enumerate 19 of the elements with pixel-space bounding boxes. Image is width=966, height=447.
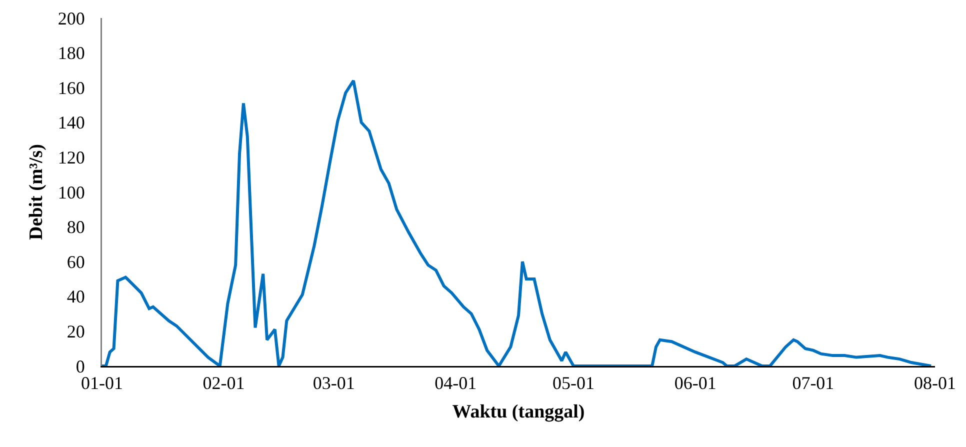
x-tick-label: 04-01 (434, 373, 477, 394)
y-tick-label: 60 (66, 252, 85, 272)
x-tick-label: 08-01 (914, 373, 956, 394)
y-tick-label: 40 (66, 286, 85, 307)
y-tick-label: 140 (58, 112, 85, 133)
y-tick-label: 180 (58, 43, 85, 64)
x-tick-label: 07-01 (792, 373, 834, 394)
x-tick-label: 02-01 (202, 373, 245, 394)
y-tick-label: 20 (66, 322, 85, 342)
y-tick-label: 160 (58, 78, 85, 98)
x-tick-label: 03-01 (312, 373, 355, 394)
x-tick-label: 06-01 (674, 373, 716, 394)
y-tick-label: 200 (58, 8, 85, 28)
y-axis-title: Debit (m³/s) (26, 144, 47, 240)
x-axis-title: Waktu (tanggal) (452, 402, 585, 423)
x-tick-label: 05-01 (552, 373, 595, 394)
y-tick-label: 120 (58, 148, 85, 168)
y-tick-label: 100 (58, 182, 85, 202)
y-tick-label: 80 (66, 217, 85, 238)
